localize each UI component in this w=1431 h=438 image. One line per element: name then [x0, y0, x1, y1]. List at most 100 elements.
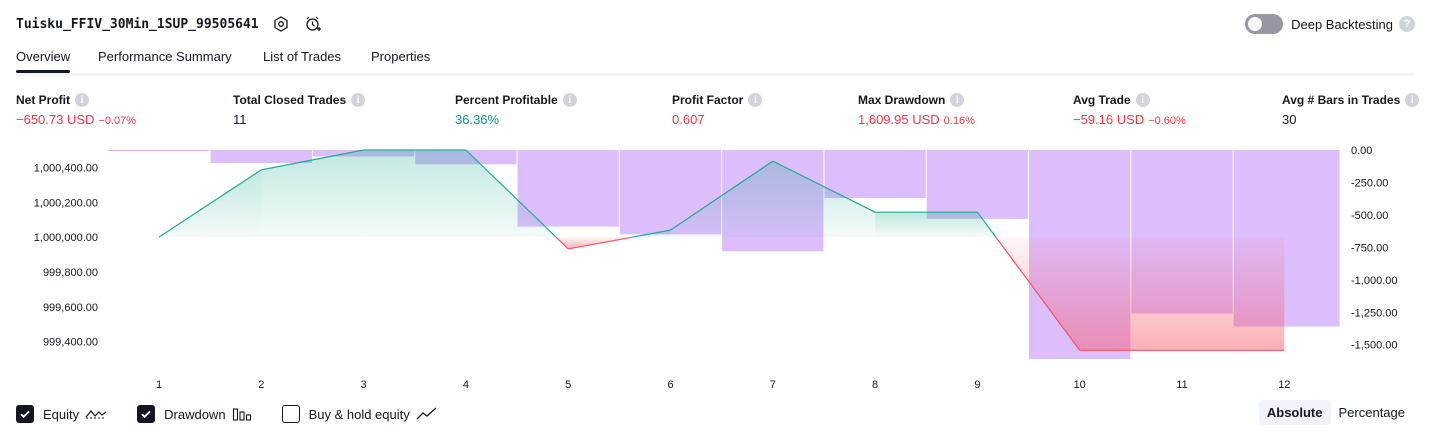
equity-area — [363, 150, 466, 238]
drawdown-bar — [517, 150, 619, 227]
x-axis: 1 2 3 4 5 6 7 8 9 10 11 12 — [156, 379, 1290, 391]
left-tick-label: 1,000,400.00 — [34, 162, 98, 174]
right-tick-label: -1,500.00 — [1351, 340, 1397, 352]
drawdown-checkbox[interactable] — [137, 405, 156, 423]
equity-segment — [158, 169, 262, 238]
absolute-button[interactable]: Absolute — [1258, 400, 1331, 425]
right-tick-label: -1,250.00 — [1351, 307, 1397, 319]
tab-overview[interactable]: Overview — [16, 49, 71, 73]
percentage-button[interactable]: Percentage — [1338, 405, 1406, 420]
equity-segment — [555, 236, 569, 250]
tab-bar: Overview Performance Summary List of Tra… — [16, 46, 1415, 76]
stat-label: Profit Factor — [672, 93, 744, 107]
equity-checkbox[interactable] — [16, 405, 34, 423]
left-axis: 999,400.00 999,600.00 999,800.00 1,000,000.… — [34, 162, 98, 348]
equity-segment — [632, 229, 671, 238]
drawdown-bar — [210, 150, 312, 163]
equity-segment — [976, 211, 997, 238]
stat-total-closed-trades: Total Closed Trades i 11 — [233, 93, 366, 127]
stat-max-drawdown: Max Drawdown i 1,609.95 USD 0.16% — [858, 93, 975, 127]
equity-segment — [568, 236, 633, 250]
stat-label: Percent Profitable — [455, 93, 558, 107]
stat-label: Avg Trade — [1073, 93, 1131, 107]
x-tick-label: 4 — [463, 379, 469, 391]
equity-line-icon — [85, 407, 107, 421]
chart-legend: Equity Drawdown Buy & hold equity — [16, 402, 468, 426]
drawdown-toggle[interactable]: Drawdown — [137, 405, 251, 423]
deep-backtesting-toggle[interactable] — [1245, 14, 1284, 34]
right-axis: 0.00 -250.00 -500.00 -750.00 -1,000.00 -1,250… — [1351, 145, 1397, 352]
trend-line-icon — [416, 407, 438, 421]
info-icon[interactable]: i — [75, 93, 89, 107]
info-icon[interactable]: i — [1135, 93, 1150, 107]
info-icon[interactable]: i — [748, 93, 763, 107]
stat-value: −59.16 USD — [1073, 112, 1145, 127]
drawdown-bar — [824, 150, 926, 199]
tab-properties[interactable]: Properties — [371, 49, 431, 64]
stat-percent: −0.07% — [98, 115, 137, 127]
alarm-add-icon[interactable] — [303, 14, 323, 34]
drawdown-bar — [108, 150, 210, 151]
x-tick-label: 9 — [974, 379, 980, 391]
info-icon[interactable]: i — [950, 93, 965, 107]
toggle-knob — [1248, 17, 1263, 31]
x-tick-label: 11 — [1176, 379, 1187, 391]
buy-hold-toggle[interactable]: Buy & hold equity — [281, 405, 438, 423]
right-tick-label: -250.00 — [1351, 177, 1388, 189]
deep-backtesting: Deep Backtesting ? — [1245, 12, 1415, 36]
stat-label: Total Closed Trades — [233, 93, 347, 107]
right-tick-label: -1,000.00 — [1351, 275, 1397, 287]
info-icon[interactable]: i — [351, 93, 366, 107]
stat-label: Avg # Bars in Trades — [1282, 93, 1401, 107]
equity-segment — [772, 160, 876, 213]
stat-percent-profitable: Percent Profitable i 36.36% — [455, 93, 577, 127]
tab-performance-summary[interactable]: Performance Summary — [98, 49, 232, 64]
stat-value: 11 — [233, 112, 247, 127]
left-tick-label: 1,000,200.00 — [34, 197, 98, 209]
stat-value: 30 — [1282, 112, 1297, 127]
stat-percent: 0.16% — [943, 115, 975, 127]
tab-list-of-trades[interactable]: List of Trades — [263, 49, 342, 64]
buy-hold-label: Buy & hold equity — [308, 406, 410, 422]
equity-segment — [995, 236, 1081, 351]
buy-hold-checkbox[interactable] — [281, 405, 300, 423]
question-icon[interactable]: ? — [1399, 16, 1415, 32]
equity-label: Equity — [43, 406, 80, 422]
stat-label: Net Profit — [16, 93, 70, 107]
equity-toggle[interactable]: Equity — [16, 405, 107, 423]
equity-area — [670, 161, 773, 238]
equity-area — [1079, 237, 1182, 351]
stat-net-profit: Net Profit i −650.73 USD −0.07% — [16, 93, 136, 127]
strategy-title: Tuisku_FFIV_30Min_1SUP_99505641 — [16, 16, 259, 32]
equity-segment — [670, 160, 774, 231]
stat-profit-factor: Profit Factor i 0.607 — [672, 93, 763, 127]
right-tick-label: 0.00 — [1351, 145, 1372, 157]
stat-percent: −0.60% — [1148, 115, 1186, 127]
equity-segment — [261, 149, 364, 171]
equity-line — [158, 149, 1285, 351]
stat-value: 1,609.95 USD — [858, 112, 940, 127]
x-tick-label: 6 — [667, 379, 673, 391]
x-tick-label: 8 — [872, 379, 878, 391]
gear-hex-icon[interactable] — [271, 14, 291, 34]
drawdown-label: Drawdown — [164, 406, 226, 422]
equity-drawdown-chart: 999,400.00 999,600.00 999,800.00 1,000,000.… — [34, 145, 1398, 391]
info-icon[interactable]: i — [1405, 93, 1420, 107]
scale-switch: Absolute Percentage — [1258, 400, 1413, 425]
left-tick-label: 1,000,000.00 — [34, 232, 98, 244]
x-tick-label: 10 — [1074, 379, 1086, 391]
equity-area — [261, 150, 364, 238]
left-tick-label: 999,400.00 — [43, 337, 98, 349]
equity-area — [1182, 237, 1285, 351]
drawdown-bar — [926, 150, 1029, 219]
info-icon[interactable]: i — [562, 93, 577, 107]
equity-segment — [465, 149, 557, 238]
stat-value: −650.73 USD — [16, 112, 95, 127]
strategy-header: Tuisku_FFIV_30Min_1SUP_99505641 — [16, 12, 323, 36]
stat-value: 0.607 — [672, 112, 705, 127]
left-tick-label: 999,600.00 — [43, 302, 98, 314]
x-tick-label: 12 — [1278, 379, 1290, 391]
bar-chart-icon — [232, 407, 252, 421]
equity-fill — [159, 150, 1285, 351]
x-tick-label: 3 — [361, 379, 367, 391]
